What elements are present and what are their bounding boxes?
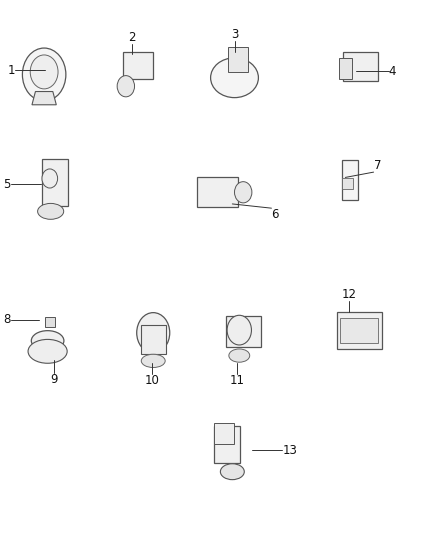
Ellipse shape bbox=[220, 464, 244, 480]
Bar bbox=[343, 52, 378, 82]
Circle shape bbox=[42, 169, 58, 188]
Bar bbox=[340, 318, 378, 343]
Ellipse shape bbox=[38, 204, 64, 219]
Text: 13: 13 bbox=[283, 444, 297, 457]
Ellipse shape bbox=[229, 349, 250, 362]
Circle shape bbox=[227, 316, 251, 345]
Text: 7: 7 bbox=[374, 159, 381, 172]
Bar bbox=[342, 178, 353, 189]
Bar bbox=[141, 325, 166, 354]
Circle shape bbox=[117, 76, 134, 97]
Text: 3: 3 bbox=[231, 28, 238, 41]
Polygon shape bbox=[32, 92, 57, 105]
Bar bbox=[42, 159, 68, 206]
Bar bbox=[123, 52, 153, 79]
Ellipse shape bbox=[28, 340, 67, 364]
Ellipse shape bbox=[141, 354, 165, 368]
Text: 5: 5 bbox=[4, 178, 11, 191]
Text: 6: 6 bbox=[272, 208, 279, 221]
Text: 1: 1 bbox=[7, 64, 15, 77]
Text: 2: 2 bbox=[129, 31, 136, 44]
Circle shape bbox=[22, 48, 66, 101]
Bar bbox=[226, 317, 261, 347]
Text: 9: 9 bbox=[50, 373, 58, 385]
Bar bbox=[197, 177, 238, 207]
Text: 8: 8 bbox=[4, 313, 11, 326]
Bar bbox=[337, 312, 382, 349]
Bar bbox=[214, 425, 240, 463]
Circle shape bbox=[234, 182, 252, 203]
Ellipse shape bbox=[31, 330, 64, 351]
Bar bbox=[342, 160, 358, 200]
Bar bbox=[45, 317, 56, 327]
Bar bbox=[339, 58, 352, 79]
Circle shape bbox=[30, 55, 58, 89]
Ellipse shape bbox=[211, 58, 258, 98]
Text: 11: 11 bbox=[229, 374, 244, 386]
Text: 10: 10 bbox=[145, 374, 159, 386]
Bar bbox=[228, 47, 247, 72]
Text: 12: 12 bbox=[341, 288, 357, 301]
Bar bbox=[214, 423, 233, 444]
Circle shape bbox=[137, 313, 170, 353]
Text: 4: 4 bbox=[389, 65, 396, 78]
